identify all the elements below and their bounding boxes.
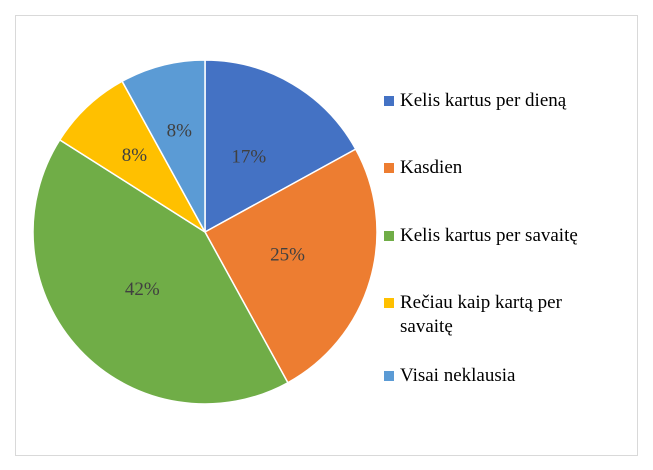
data-label: 8% xyxy=(122,145,148,166)
legend-label: Kelis kartus per dieną xyxy=(400,90,567,111)
data-label: 17% xyxy=(231,146,266,167)
legend-swatch xyxy=(384,96,394,106)
pie-slice xyxy=(203,148,378,384)
legend-item: Kelis kartus per dieną xyxy=(383,89,618,113)
data-label: 8% xyxy=(167,120,193,141)
legend-item: Visai neklausia xyxy=(383,364,618,388)
legend-item: Kelis kartus per savaitę xyxy=(383,224,618,248)
legend-label: Rečiau kaip kartą per savaitę xyxy=(400,292,562,337)
legend-label: Visai neklausia xyxy=(400,365,516,386)
legend-item: Rečiau kaip kartą per savaitę xyxy=(383,291,618,339)
legend-swatch xyxy=(384,298,394,308)
data-label: 25% xyxy=(270,244,305,265)
legend-label: Kasdien xyxy=(400,157,463,178)
legend-label: Kelis kartus per savaitę xyxy=(400,225,578,246)
pie-slice xyxy=(121,59,206,233)
legend-item: Kasdien xyxy=(383,156,618,180)
legend-swatch xyxy=(384,371,394,381)
data-label: 42% xyxy=(125,279,160,300)
legend-swatch xyxy=(384,231,394,241)
legend-swatch xyxy=(384,163,394,173)
pie-slice xyxy=(32,138,289,405)
pie-slice xyxy=(204,59,357,234)
